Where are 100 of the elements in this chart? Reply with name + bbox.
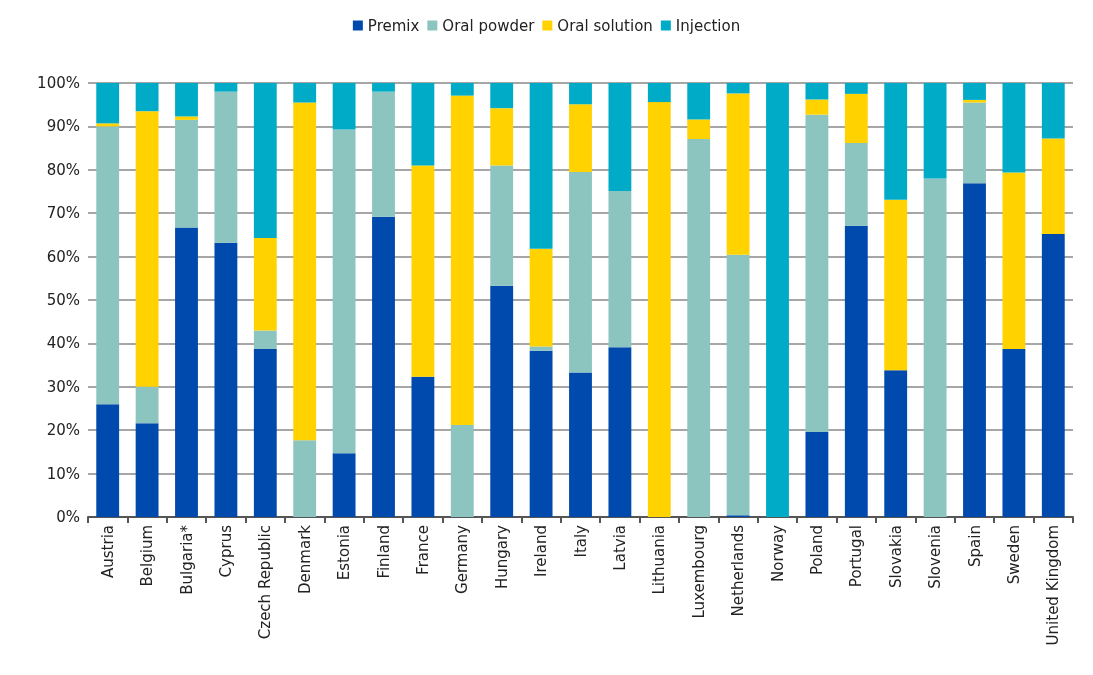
bar bbox=[647, 102, 671, 517]
bar bbox=[529, 248, 553, 347]
y-tick-label: 60% bbox=[46, 247, 80, 266]
bar bbox=[1041, 234, 1065, 517]
bar bbox=[96, 404, 120, 517]
x-tick-label: Finland bbox=[374, 525, 393, 579]
bar bbox=[450, 83, 474, 96]
x-tick-label: Belgium bbox=[138, 525, 157, 587]
bar bbox=[490, 83, 514, 109]
bar bbox=[726, 83, 750, 94]
bar bbox=[214, 83, 238, 92]
x-tick-label: Estonia bbox=[335, 525, 354, 581]
bar bbox=[214, 242, 238, 517]
bar bbox=[529, 350, 553, 517]
x-tick-label: United Kingdom bbox=[1044, 525, 1063, 646]
bar bbox=[450, 95, 474, 425]
bar bbox=[569, 83, 592, 105]
x-tick-label: Denmark bbox=[295, 524, 314, 594]
bar bbox=[608, 347, 632, 517]
bar bbox=[529, 83, 553, 249]
y-tick-label: 50% bbox=[46, 291, 80, 309]
bar bbox=[726, 93, 750, 255]
y-tick-label: 70% bbox=[46, 204, 80, 223]
bar bbox=[253, 349, 277, 517]
x-tick-label: Luxembourg bbox=[689, 525, 708, 619]
bar bbox=[844, 93, 868, 143]
bar bbox=[214, 91, 238, 243]
bar bbox=[1002, 83, 1026, 173]
x-tick-label: Slovakia bbox=[886, 525, 905, 588]
bar bbox=[647, 83, 671, 103]
legend-label: Oral solution bbox=[557, 16, 653, 35]
bar bbox=[135, 386, 159, 424]
bar bbox=[963, 83, 986, 100]
bar bbox=[450, 424, 474, 517]
bar bbox=[569, 104, 592, 172]
bar bbox=[293, 440, 317, 517]
bar bbox=[490, 108, 514, 166]
bar bbox=[372, 83, 395, 92]
y-tick-label: 20% bbox=[46, 421, 80, 440]
bar bbox=[687, 83, 711, 120]
bar bbox=[135, 83, 159, 112]
bar bbox=[1002, 172, 1026, 350]
bar bbox=[332, 453, 356, 517]
bar bbox=[884, 83, 908, 200]
x-tick-label: Cyprus bbox=[216, 524, 235, 578]
bar bbox=[175, 83, 198, 117]
bar bbox=[411, 376, 435, 517]
bar bbox=[293, 102, 317, 441]
bar bbox=[687, 119, 711, 139]
bar bbox=[135, 111, 159, 387]
bar bbox=[175, 119, 198, 228]
bar bbox=[844, 83, 868, 94]
x-tick-label: Hungary bbox=[492, 524, 511, 590]
y-tick-label: 100% bbox=[37, 74, 80, 92]
bar bbox=[844, 142, 868, 226]
bar bbox=[963, 102, 986, 184]
y-tick-label: 80% bbox=[46, 160, 80, 179]
x-tick-label: Slovenia bbox=[926, 525, 945, 589]
y-tick-label: 10% bbox=[46, 464, 80, 483]
y-tick-label: 90% bbox=[46, 117, 80, 136]
y-tick-label: 30% bbox=[46, 377, 80, 396]
bar bbox=[923, 83, 947, 179]
bar bbox=[963, 183, 986, 517]
bar bbox=[293, 83, 317, 103]
bar bbox=[332, 129, 356, 454]
x-tick-label: Lithuania bbox=[650, 525, 669, 595]
bar bbox=[1002, 349, 1026, 517]
bar bbox=[884, 199, 908, 371]
bar bbox=[332, 83, 356, 130]
bar bbox=[963, 99, 986, 103]
x-tick-label: France bbox=[413, 525, 432, 575]
legend-label: Premix bbox=[367, 16, 420, 35]
bar bbox=[608, 191, 632, 348]
bar bbox=[805, 431, 829, 517]
x-tick-label: Netherlands bbox=[729, 524, 748, 617]
bar bbox=[175, 116, 198, 120]
x-tick-label: Sweden bbox=[1004, 525, 1023, 585]
bar bbox=[490, 165, 514, 286]
bar bbox=[844, 225, 868, 517]
x-tick-label: Germany bbox=[453, 524, 472, 594]
x-tick-label: Ireland bbox=[532, 525, 551, 577]
x-tick-label: Czech Republic bbox=[256, 525, 275, 640]
bar bbox=[96, 83, 120, 124]
x-tick-label: Italy bbox=[571, 524, 590, 558]
bar bbox=[96, 123, 120, 127]
bar bbox=[1041, 138, 1065, 235]
bar bbox=[135, 423, 159, 517]
bar bbox=[372, 91, 395, 217]
bar bbox=[490, 285, 514, 517]
bar bbox=[766, 83, 789, 517]
legend-label: Oral powder bbox=[442, 16, 536, 35]
bar bbox=[608, 83, 632, 192]
x-tick-label: Latvia bbox=[610, 525, 629, 571]
bar bbox=[96, 126, 120, 405]
x-tick-label: Norway bbox=[768, 524, 787, 582]
bar bbox=[569, 372, 592, 517]
x-tick-label: Bulgaria* bbox=[177, 524, 196, 595]
bar bbox=[253, 237, 277, 331]
y-tick-label: 40% bbox=[46, 334, 80, 353]
bar bbox=[253, 83, 277, 238]
